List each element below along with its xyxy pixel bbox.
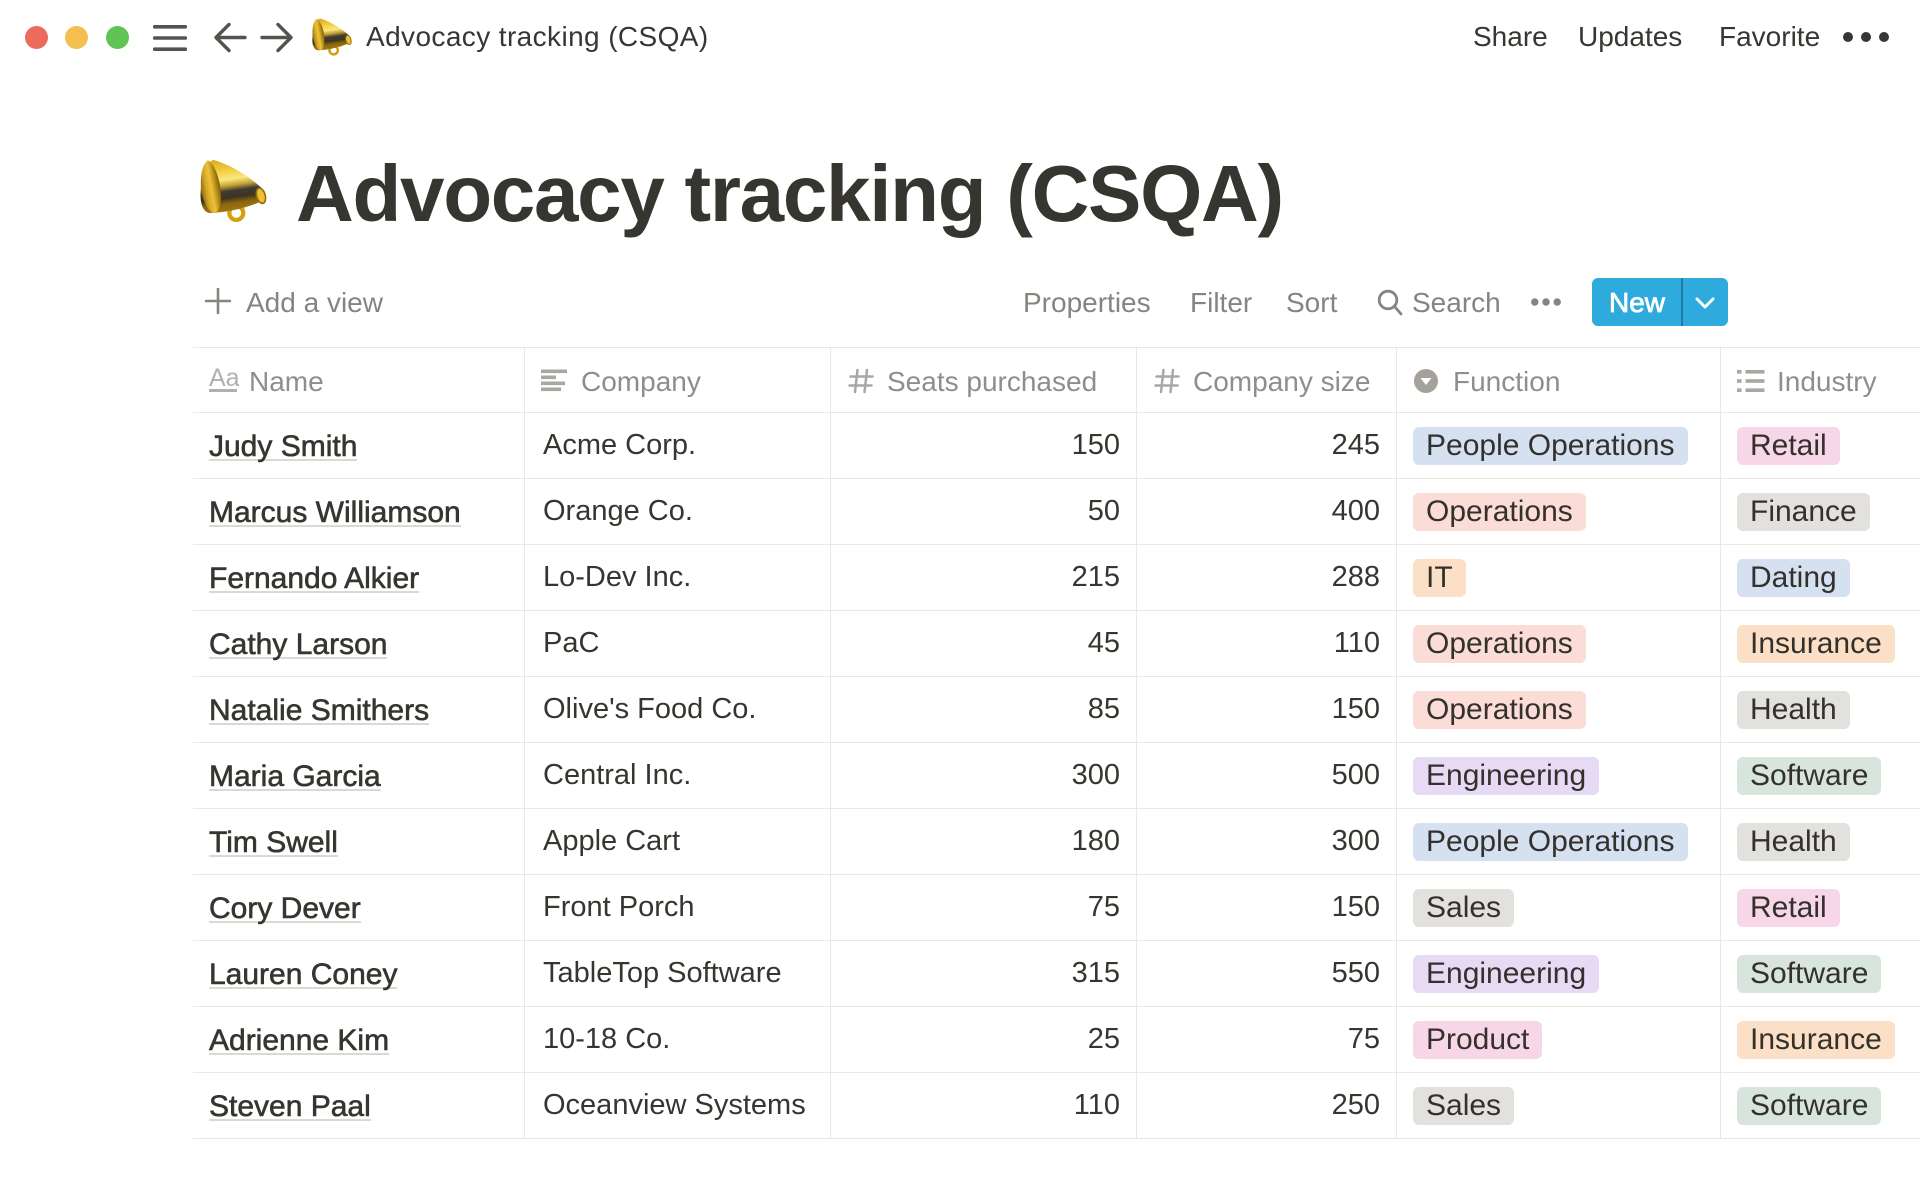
svg-text:Aa: Aa [209,367,239,392]
